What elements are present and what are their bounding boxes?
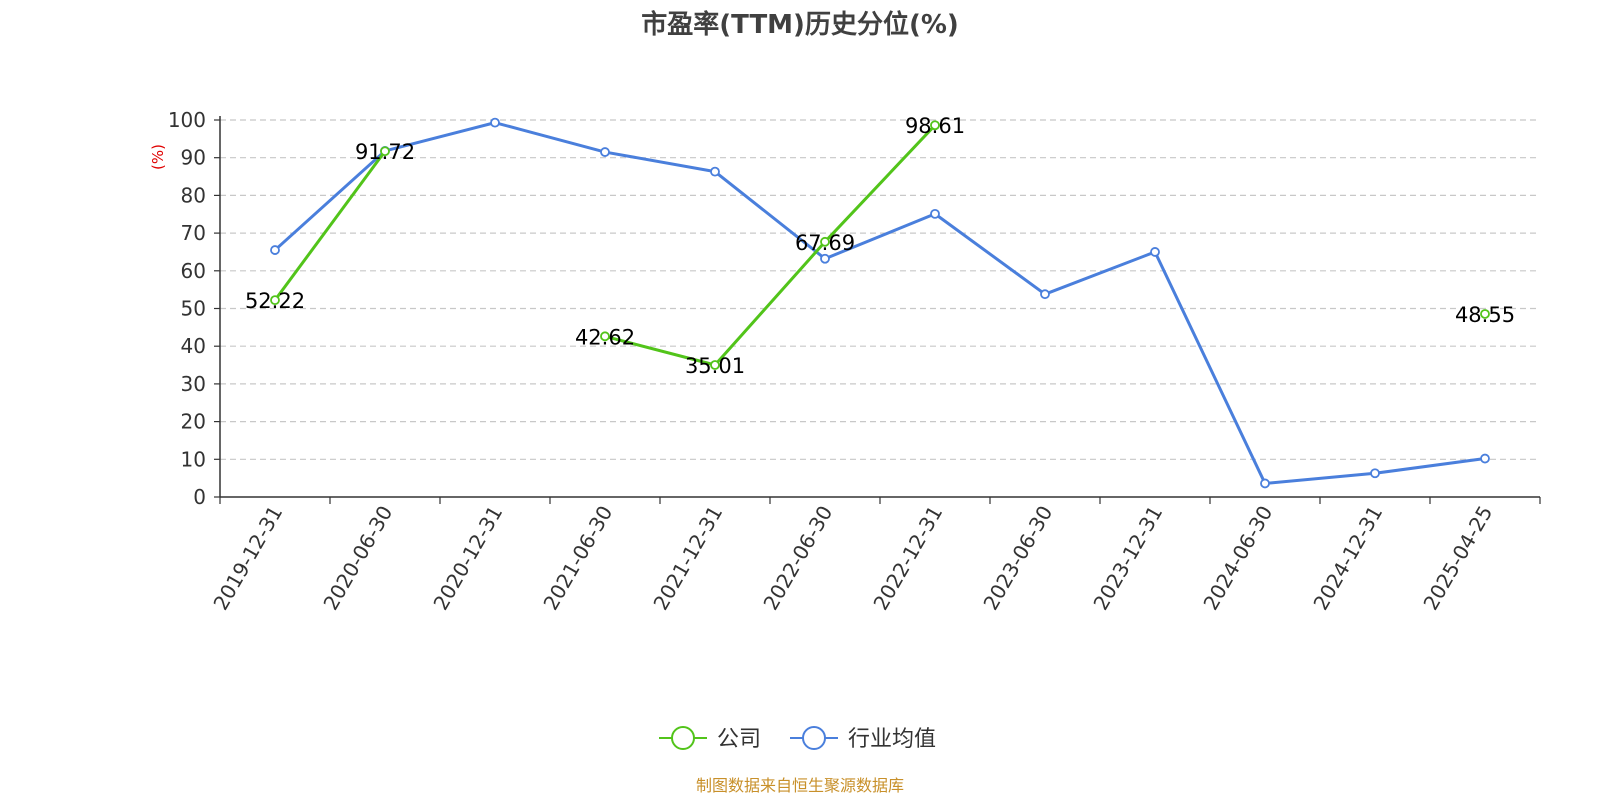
y-tick-label: 60 <box>181 259 206 283</box>
data-point <box>600 331 610 342</box>
x-tick-label: 2023-12-31 <box>1088 502 1167 615</box>
series-line <box>273 150 387 302</box>
y-tick-label: 90 <box>181 146 206 170</box>
y-tick-label: 30 <box>181 372 206 396</box>
data-point <box>820 236 830 247</box>
x-tick-label: 2024-12-31 <box>1308 502 1387 615</box>
x-tick-label: 2022-12-31 <box>868 502 947 615</box>
y-tick-label: 20 <box>181 410 206 434</box>
data-point <box>820 253 830 264</box>
x-tick-label: 2021-12-31 <box>648 502 727 615</box>
data-point <box>490 117 500 128</box>
series-line <box>273 121 1486 485</box>
chart-title: 市盈率(TTM)历史分位(%) <box>641 9 959 40</box>
data-point <box>1370 468 1380 479</box>
data-point <box>1480 309 1490 319</box>
y-tick-label: 40 <box>181 334 206 358</box>
data-point <box>1150 247 1160 257</box>
legend-label: 行业均值 <box>848 727 936 752</box>
data-label: 35.01 <box>685 354 745 378</box>
series-layer: 52.22 91.72 42.62 35.01 67.69 98.61 48.55 <box>245 114 1515 489</box>
x-tick-label: 2023-06-30 <box>978 502 1057 615</box>
series-company: 52.22 91.72 42.62 35.01 67.69 98.61 48.55 <box>245 114 1515 378</box>
y-tick-label: 100 <box>168 108 206 132</box>
data-source-note: 制图数据来自恒生聚源数据库 <box>696 776 904 795</box>
data-label: 98.61 <box>905 114 965 138</box>
legend-item-company[interactable]: 公司 <box>659 726 761 752</box>
data-point <box>1260 478 1270 489</box>
data-label: 42.62 <box>575 325 635 349</box>
x-tick-label: 2020-12-31 <box>428 502 507 615</box>
legend[interactable]: 公司 行业均值 <box>659 726 936 752</box>
data-label: 67.69 <box>795 231 855 255</box>
series-industry-average <box>270 117 1490 489</box>
data-point <box>600 147 610 157</box>
data-point <box>270 295 280 306</box>
data-point <box>270 245 280 255</box>
legend-label: 公司 <box>717 727 761 752</box>
data-label: 48.55 <box>1455 303 1515 327</box>
grid-lines <box>220 119 1540 460</box>
axes: 0 10 20 30 40 50 60 70 80 90 100 2019-12-31 2020-06-… <box>168 108 1541 615</box>
x-tick-label: 2021-06-30 <box>538 502 617 615</box>
data-point <box>930 120 940 131</box>
y-tick-label: 0 <box>193 485 206 509</box>
legend-marker <box>802 726 826 750</box>
y-tick-label: 70 <box>181 221 206 245</box>
legend-item-industry-average[interactable]: 行业均值 <box>790 726 936 752</box>
x-tick-label: 2020-06-30 <box>318 502 397 615</box>
x-tick-label: 2019-12-31 <box>208 502 287 615</box>
data-point <box>1040 289 1050 300</box>
data-point <box>710 360 720 370</box>
data-label: 52.22 <box>245 289 305 313</box>
series-line <box>604 124 937 367</box>
data-point <box>930 208 940 219</box>
data-point <box>380 146 390 157</box>
y-tick-label: 50 <box>181 297 206 321</box>
x-tick-label: 2025-04-25 <box>1418 502 1497 615</box>
y-tick-label: 80 <box>181 183 206 207</box>
y-axis-unit: (%) <box>149 144 167 170</box>
data-label: 91.72 <box>355 140 415 164</box>
data-point <box>710 166 720 177</box>
y-tick-label: 10 <box>181 447 206 471</box>
x-tick-label: 2022-06-30 <box>758 502 837 615</box>
data-point <box>1480 453 1490 464</box>
legend-marker <box>671 726 695 750</box>
x-tick-label: 2024-06-30 <box>1198 502 1277 615</box>
